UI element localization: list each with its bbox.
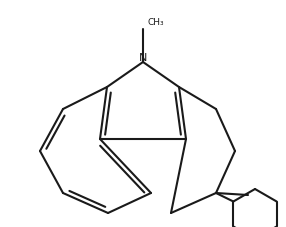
Text: N: N [139, 53, 147, 63]
Text: CH₃: CH₃ [147, 17, 164, 26]
